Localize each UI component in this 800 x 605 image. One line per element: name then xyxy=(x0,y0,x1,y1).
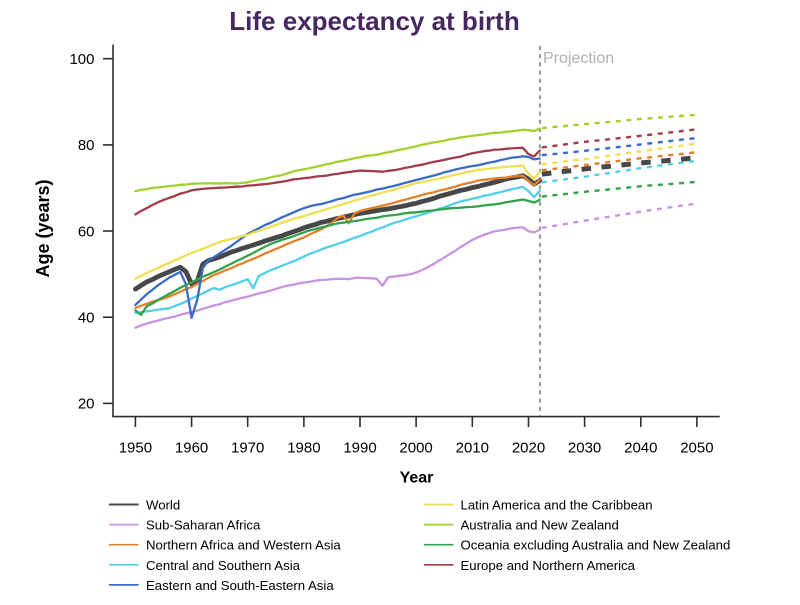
svg-text:Sub-Saharan Africa: Sub-Saharan Africa xyxy=(146,518,261,533)
svg-text:2050: 2050 xyxy=(680,439,713,456)
svg-text:Oceania excluding Australia an: Oceania excluding Australia and New Zeal… xyxy=(461,538,731,553)
svg-text:Australia and New Zealand: Australia and New Zealand xyxy=(461,518,619,533)
svg-text:60: 60 xyxy=(78,223,95,240)
svg-text:World: World xyxy=(146,498,180,513)
svg-text:2020: 2020 xyxy=(512,439,545,456)
svg-text:2040: 2040 xyxy=(624,439,657,456)
svg-text:1960: 1960 xyxy=(175,439,208,456)
svg-text:1980: 1980 xyxy=(287,439,320,456)
svg-text:2000: 2000 xyxy=(399,439,432,456)
svg-text:2010: 2010 xyxy=(456,439,489,456)
svg-text:Latin America and the Caribbea: Latin America and the Caribbean xyxy=(461,498,653,513)
svg-text:2030: 2030 xyxy=(568,439,601,456)
svg-text:Age (years): Age (years) xyxy=(33,179,53,277)
svg-text:Projection: Projection xyxy=(543,50,614,67)
svg-text:20: 20 xyxy=(78,396,95,413)
svg-text:80: 80 xyxy=(78,137,95,154)
svg-text:Europe and Northern America: Europe and Northern America xyxy=(461,558,636,573)
svg-text:Life expectancy at birth: Life expectancy at birth xyxy=(229,6,519,36)
svg-text:1970: 1970 xyxy=(231,439,264,456)
svg-text:100: 100 xyxy=(69,51,94,68)
svg-text:1950: 1950 xyxy=(119,439,152,456)
svg-text:Northern Africa and Western As: Northern Africa and Western Asia xyxy=(146,538,341,553)
svg-text:Eastern and South-Eastern Asia: Eastern and South-Eastern Asia xyxy=(146,578,334,593)
svg-text:40: 40 xyxy=(78,310,95,327)
svg-text:Year: Year xyxy=(400,469,434,486)
svg-text:Central and Southern Asia: Central and Southern Asia xyxy=(146,558,301,573)
svg-text:1990: 1990 xyxy=(343,439,376,456)
